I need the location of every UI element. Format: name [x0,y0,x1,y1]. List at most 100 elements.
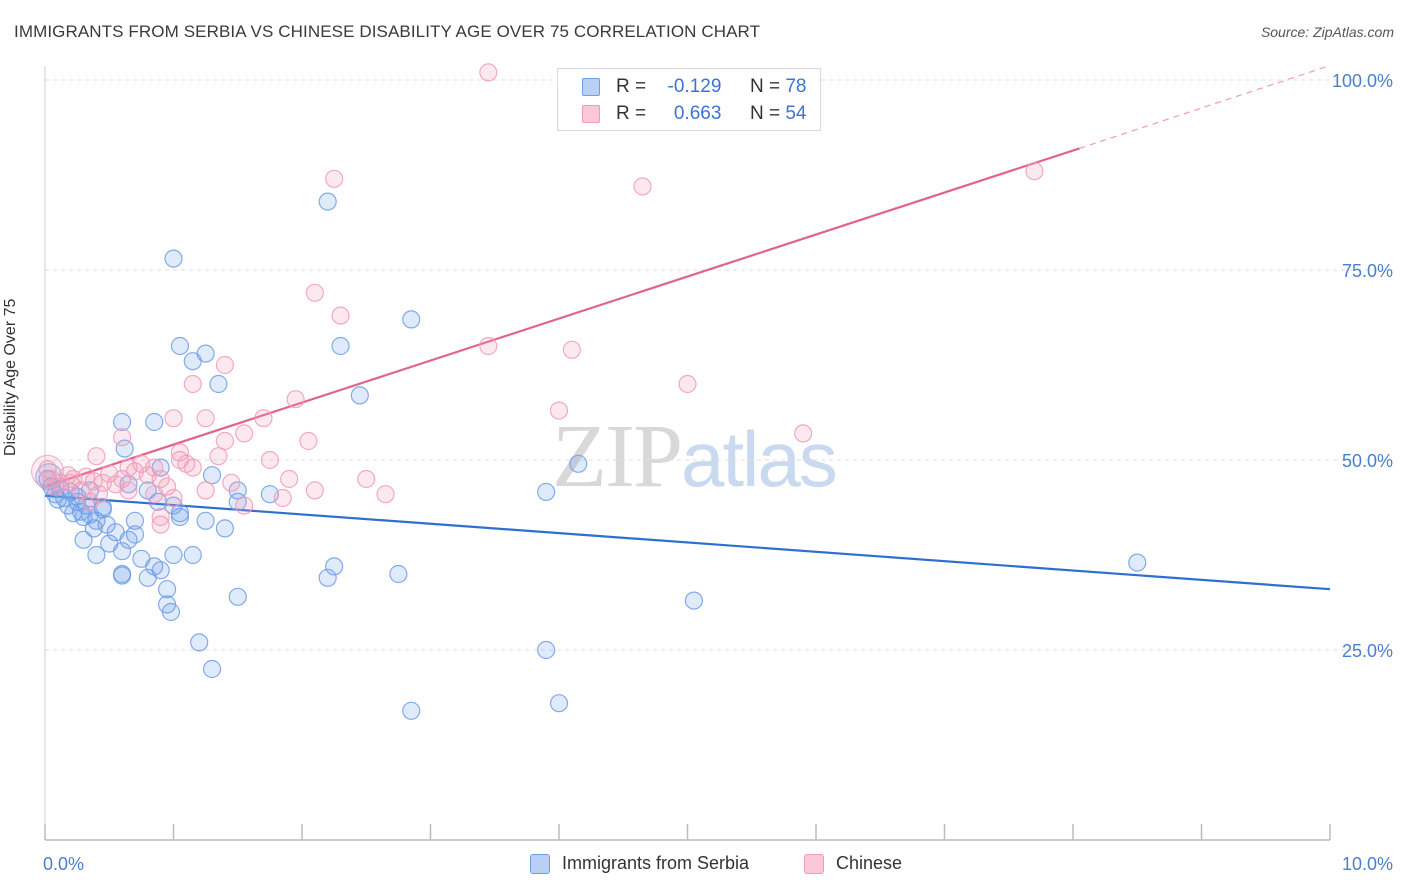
legend-label-serbia: Immigrants from Serbia [562,853,750,873]
chinese-point [183,374,202,394]
serbia-point [112,542,132,561]
chinese-point [164,488,183,508]
serbia-point [215,519,234,538]
chinese-point [196,409,215,428]
chinese-point [235,496,254,515]
serbia-point [202,659,222,679]
chinese-point [479,63,498,82]
n-label: N = [749,103,781,124]
y-tick-labels: 25.0% 50.0% 75.0% 100.0% [1332,71,1393,661]
serbia-point [228,587,247,606]
serbia-point [318,192,337,211]
serbia-point [684,591,704,610]
chinese-point [183,458,202,477]
chinese-point [479,336,498,356]
y-tick-label: 75.0% [1342,261,1393,281]
grid-lines [45,79,1392,651]
serbia-swatch [582,78,600,96]
chinese-point [305,283,324,302]
x-tick-labels: 0.0% 10.0% [43,854,1393,874]
serbia-point [190,633,209,652]
stats-text-chinese: R = 0.663 N = 54 [616,103,806,125]
chinese-point [196,481,215,500]
y-axis-label: Disability Age Over 75 [2,298,19,456]
serbia-point [161,602,181,622]
chinese-point [38,460,57,479]
y-tick-label: 50.0% [1342,451,1393,471]
chinese-point [331,306,350,325]
series-chinese-points [30,63,1044,534]
serbia-point [164,545,183,565]
chinese-point [794,424,813,443]
serbia-point [35,463,63,491]
serbia-point [170,336,190,356]
r-value: -0.129 [667,76,722,97]
chinese-point [87,447,106,466]
chinese-point [1025,162,1044,181]
serbia-point [196,511,215,530]
y-tick-label: 100.0% [1332,71,1393,91]
chinese-swatch [582,105,600,123]
chinese-point [145,485,164,504]
serbia-point [318,568,337,587]
serbia-point [87,545,106,565]
serbia-point [183,545,202,565]
serbia-point [170,507,190,527]
r-value: 0.663 [673,103,722,124]
chinese-point [215,431,234,451]
serbia-point [164,249,183,268]
chinese-point [280,469,299,489]
serbia-point [537,482,556,502]
chinese-point [376,485,395,504]
chinese-point [235,424,254,443]
chinese-point [678,374,697,394]
serbia-point [112,566,132,585]
serbia-point [145,412,164,432]
trend-lines [44,64,1331,591]
chinese-point [164,409,183,428]
r-label: R = [616,103,647,124]
serbia-point [537,640,556,660]
chart-title: IMMIGRANTS FROM SERBIA VS CHINESE DISABI… [14,22,761,41]
serbia-point [170,504,190,523]
chinese-legend-swatch [804,854,824,874]
n-label: N = [749,76,781,97]
serbia-point [389,564,408,584]
chinese-point [254,409,273,428]
chinese-trend-extrapolation [1079,64,1331,149]
serbia-point [112,412,132,432]
serbia-legend-swatch [530,854,550,874]
chinese-point [145,458,164,477]
stats-text-serbia: R = -0.129 N = 78 [616,76,806,98]
chinese-point [273,488,292,508]
series-serbia-points [35,192,1147,720]
serbia-point [202,466,222,485]
serbia-point [125,525,145,544]
x-tick-label: 0.0% [43,854,84,874]
source-label: Source: ZipAtlas.com [1260,24,1394,40]
chinese-point [112,428,132,447]
chinese-point [119,481,138,500]
serbia-point [164,496,183,515]
chinese-point [151,515,170,534]
axes [44,66,1331,841]
chinese-trend-line [44,147,1080,488]
n-value: 54 [785,103,807,124]
r-label: R = [616,76,647,97]
y-tick-label: 25.0% [1342,641,1393,661]
serbia-point [157,580,177,599]
chinese-point [305,481,324,500]
legend-label-chinese: Chinese [836,853,903,873]
chinese-point [357,469,376,489]
x-tick-label: 10.0% [1342,854,1393,874]
chinese-point [633,177,652,196]
serbia-trend-line [44,494,1331,591]
chinese-point [325,169,344,188]
chinese-point [215,355,234,375]
serbia-point [115,439,134,458]
chinese-point [61,473,80,492]
chinese-point [562,340,581,359]
serbia-point [402,701,421,720]
chinese-point [170,443,190,462]
